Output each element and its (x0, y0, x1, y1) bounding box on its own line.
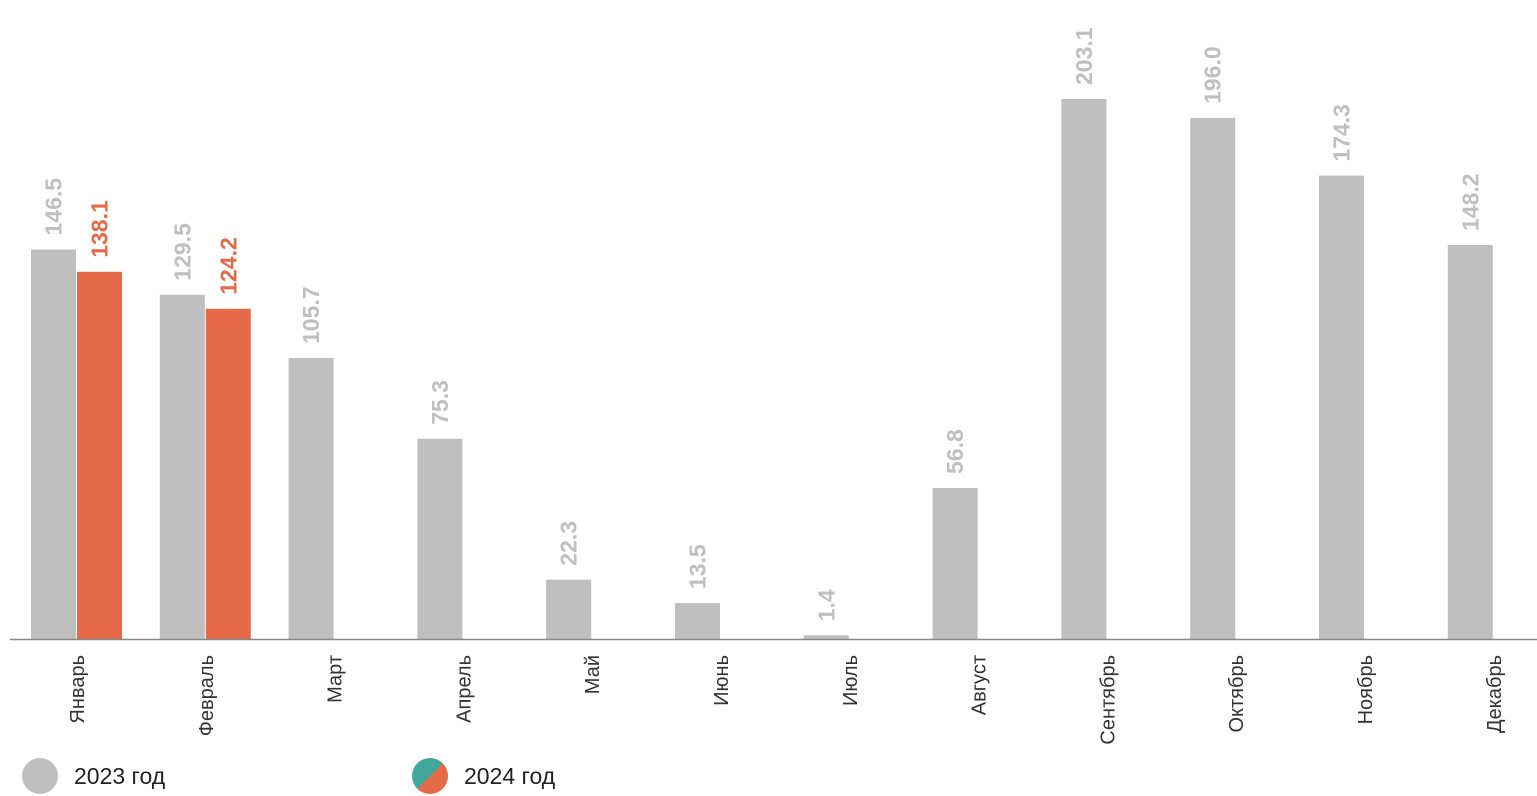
value-label-sep-2023: 203.1 (1071, 27, 1097, 85)
value-label-mar-2023: 105.7 (298, 286, 324, 344)
bar-may-2023 (546, 579, 592, 639)
bar-feb-2024 (205, 308, 251, 639)
category-label-aug: Август (969, 655, 991, 715)
value-labels-layer: 146.5 138.1 129.5 124.2 105.7 75.3 22.3 13.5 1.4… (41, 27, 1484, 621)
category-label-jun: Июнь (711, 655, 733, 706)
legend: 2023 год 2024 год (0, 758, 1537, 796)
bar-apr-2023 (417, 438, 463, 639)
bars-layer (31, 99, 1493, 639)
legend-label-2024: 2024 год (464, 762, 556, 789)
value-label-jan-2024: 138.1 (87, 200, 113, 258)
orange-teal-split-circle-icon (412, 758, 448, 794)
legend-item-2024: 2024 год (412, 758, 555, 794)
value-label-jan-2023: 146.5 (41, 178, 67, 236)
bar-sep-2023 (1061, 99, 1107, 639)
category-label-may: Май (582, 655, 604, 694)
gray-circle-icon (22, 758, 58, 794)
category-label-sep: Сентябрь (1097, 655, 1119, 745)
category-label-feb: Февраль (196, 655, 218, 736)
category-label-mar: Март (325, 655, 347, 703)
bar-oct-2023 (1190, 117, 1236, 639)
value-label-nov-2023: 174.3 (1329, 104, 1355, 162)
value-label-oct-2023: 196.0 (1200, 46, 1226, 104)
bar-chart: 146.5 138.1 129.5 124.2 105.7 75.3 22.3 13.5 1.4… (10, 27, 1537, 745)
bar-jan-2024 (77, 271, 122, 639)
category-label-apr: Апрель (453, 655, 475, 723)
bar-dec-2023 (1447, 245, 1493, 639)
value-label-apr-2023: 75.3 (427, 380, 453, 425)
bar-nov-2023 (1319, 175, 1364, 639)
bar-jul-2023 (803, 635, 849, 639)
category-label-nov: Ноябрь (1355, 655, 1377, 724)
bar-jan-2023 (31, 249, 76, 639)
bar-jun-2023 (675, 603, 720, 639)
category-label-jan: Январь (67, 655, 89, 724)
category-labels-layer: Январь Февраль Март Апрель Май Июнь Июль Август… (67, 655, 1506, 745)
legend-item-2023: 2023 год (22, 758, 165, 794)
legend-label-2023: 2023 год (74, 762, 166, 789)
value-label-jun-2023: 13.5 (685, 544, 711, 589)
category-label-dec: Декабрь (1484, 655, 1506, 733)
bar-aug-2023 (932, 488, 978, 639)
value-label-may-2023: 22.3 (556, 521, 582, 566)
bar-mar-2023 (288, 358, 334, 639)
value-label-feb-2023: 129.5 (169, 223, 195, 281)
bar-feb-2023 (159, 294, 205, 639)
value-label-dec-2023: 148.2 (1457, 173, 1483, 231)
value-label-feb-2024: 124.2 (215, 237, 241, 295)
value-label-jul-2023: 1.4 (813, 589, 839, 621)
value-label-aug-2023: 56.8 (942, 429, 968, 474)
category-label-oct: Октябрь (1226, 655, 1248, 733)
category-label-jul: Июль (840, 655, 862, 706)
